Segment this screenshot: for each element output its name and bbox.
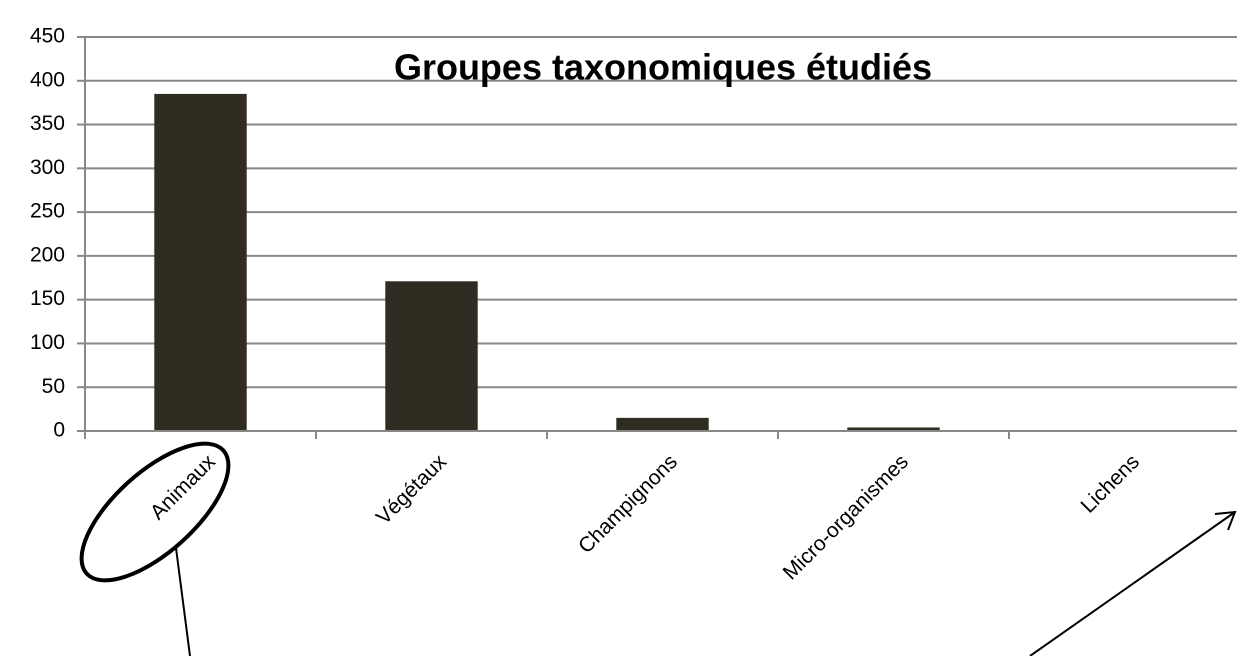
y-tick-label: 250	[30, 200, 65, 223]
bar	[616, 417, 709, 431]
x-tick-label: Champignons	[574, 450, 682, 558]
y-tick-label: 150	[30, 287, 65, 310]
y-tick-label: 0	[53, 419, 65, 442]
y-tick-label: 100	[30, 331, 65, 354]
x-tick-label: Lichens	[1077, 450, 1144, 517]
y-tick-label: 200	[30, 243, 65, 266]
x-tick-label: Micro-organismes	[779, 450, 913, 584]
y-tick-label: 300	[30, 156, 65, 179]
annotation-arrow	[1029, 511, 1236, 656]
y-tick-label: 400	[30, 68, 65, 91]
y-tick-label: 350	[30, 112, 65, 135]
y-tick-label: 50	[42, 375, 65, 398]
bar	[385, 281, 478, 431]
annotation-arrow	[175, 547, 191, 656]
arrow-head	[1214, 510, 1237, 531]
y-tick-label: 450	[30, 25, 65, 48]
x-tick-label: Végétaux	[372, 450, 451, 529]
chart-title: Groupes taxonomiques étudiés	[394, 47, 932, 88]
highlight-ellipse	[79, 441, 231, 583]
bar	[154, 93, 247, 432]
bar	[847, 427, 940, 431]
